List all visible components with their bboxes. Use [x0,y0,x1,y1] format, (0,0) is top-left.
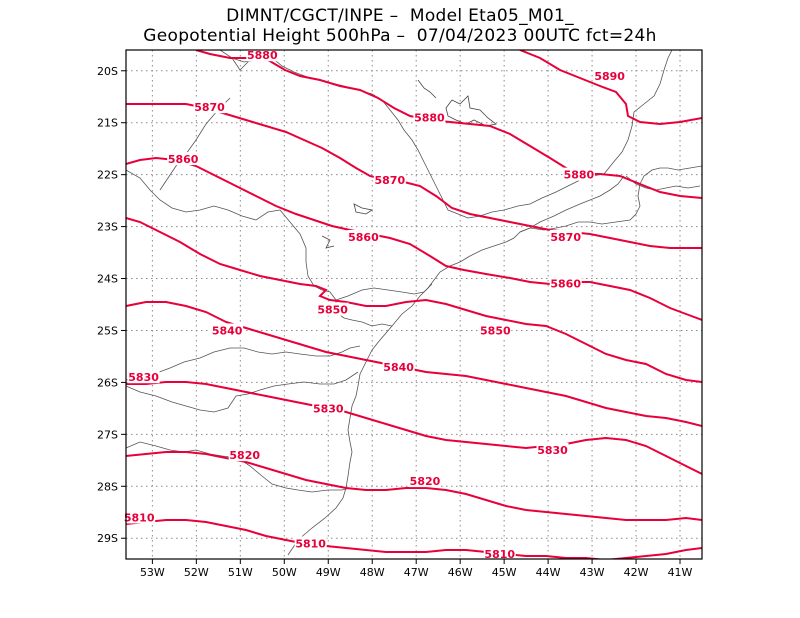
lon-tick-label: 47W [404,566,429,579]
contour-label-bg [549,229,582,243]
contour-label: 5820 [229,449,260,462]
contour-5890 [519,50,702,126]
contour-label: 5860 [550,278,581,291]
contour-label: 5810 [124,511,155,524]
contour-label-bg [549,276,582,290]
lat-tick-label: 20S [97,65,118,78]
border-ms-go [126,169,281,221]
contour-label: 5850 [317,304,348,317]
contour-label: 5890 [594,70,625,83]
contour-5870 [126,103,702,249]
lon-tick-label: 41W [668,566,693,579]
lon-tick-label: 49W [316,566,341,579]
contour-label-bg [413,110,446,124]
contour-label-bg [312,401,345,415]
lon-tick-label: 46W [448,566,473,579]
contour-label: 5880 [564,169,595,182]
contour-label: 5870 [194,101,225,114]
contour-lines [126,50,702,559]
contour-label: 5880 [414,112,445,125]
lat-tick-label: 26S [97,376,118,389]
map-frame [125,49,703,560]
contour-5840 [126,301,702,427]
contour-label: 5820 [410,475,441,488]
contour-label-bg [536,442,569,456]
lon-tick-label: 48W [360,566,385,579]
map-subtitle: Geopotential Height 500hPa – 07/04/2023 … [143,26,657,46]
contour-label-bg [408,474,441,488]
contour-label: 5870 [375,174,406,187]
contour-label: 5860 [348,231,379,244]
coastline [287,165,702,556]
contour-label: 5850 [480,324,511,337]
contour-label-bg [593,68,626,82]
contour-5810 [126,519,702,559]
contour-label-bg [373,172,406,186]
lat-tick-label: 23S [97,221,118,234]
contour-label: 5830 [537,444,568,457]
contour-label-bg [483,546,516,560]
border-pr-sc [126,345,361,381]
river-north [231,57,249,71]
axis-ticks: 53W 52W 51W 50W 49W 48W 47W 46W 45W 44W 43W 42W 41W 2… [97,65,693,579]
lon-tick-label: 43W [580,566,605,579]
lat-tick-label: 28S [97,480,118,493]
lat-tick-label: 25S [97,324,118,337]
contour-label: 5810 [484,548,515,561]
lon-tick-label: 51W [228,566,253,579]
lat-tick-label: 27S [97,428,118,441]
contour-5830 [126,381,702,475]
contour-label: 5830 [313,402,344,415]
contour-label: 5870 [550,231,581,244]
lon-tick-label: 45W [492,566,517,579]
lat-tick-label: 29S [97,532,118,545]
contour-label: 5810 [295,537,326,550]
border-mg-rj [625,175,701,191]
contour-5820 [126,451,702,521]
contour-label-bg [347,229,380,243]
contour-label-bg [123,510,156,524]
border-rj-sp [519,175,625,233]
contour-label-bg [246,48,279,62]
border-mg-es-rj [603,50,673,175]
contour-label-bg [382,359,415,373]
contour-label-bg [211,323,244,337]
lon-tick-label: 52W [184,566,209,579]
map-title: DIMNT/CGCT/INPE – Model Eta05_M01_ [226,6,574,26]
border-rs-west [126,371,359,413]
contour-label-bg [479,323,512,337]
contour-label: 5880 [247,49,278,62]
contour-label-bg [228,448,261,462]
contour-label: 5840 [383,361,414,374]
contour-5880-a [195,50,702,199]
contour-labels: 5890 5880 5880 5880 5870 5870 5870 5860 5860 5860… [123,48,626,561]
contour-5860 [126,156,702,321]
contour-label: 5840 [212,324,243,337]
lon-tick-label: 50W [272,566,297,579]
contour-label-bg [316,302,349,316]
lat-tick-label: 22S [97,169,118,182]
contour-label-bg [167,152,200,166]
border-sp-pr [335,283,433,301]
lat-tick-label: 21S [97,117,118,130]
contour-label-bg [294,536,327,550]
contour-label: 5860 [168,153,199,166]
reservoirs [321,79,497,249]
border-ms-pr [279,209,393,327]
contour-label-bg [193,100,226,114]
lat-tick-label: 24S [97,273,118,286]
contour-label-bg [562,167,595,181]
lon-tick-label: 44W [536,566,561,579]
lon-tick-label: 53W [140,566,165,579]
contour-label: 5830 [128,371,159,384]
contour-5850 [126,217,702,383]
lon-tick-label: 42W [624,566,649,579]
contour-label-bg [127,370,160,384]
